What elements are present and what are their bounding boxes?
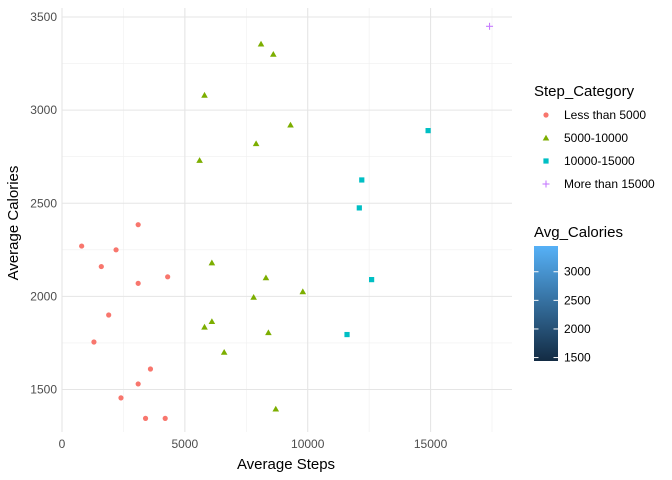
data-point <box>250 294 257 300</box>
avg-calories-legend-title: Avg_Calories <box>534 224 623 241</box>
legend-label: 5000-10000 <box>564 131 628 145</box>
step-category-legend-title: Step_Category <box>534 83 635 100</box>
legend-key <box>543 158 549 164</box>
color-bar-label: 2500 <box>564 293 591 307</box>
legend-key <box>543 112 549 118</box>
data-point <box>220 348 228 355</box>
data-point <box>147 366 154 372</box>
legend-label: 10000-15000 <box>564 154 635 168</box>
y-tick-label: 3500 <box>30 10 57 24</box>
step-category-legend: Step_Category Less than 5000 5000-10000 10… <box>534 83 655 191</box>
data-point <box>425 128 431 134</box>
legend-label: More than 15000 <box>564 177 655 191</box>
data-point <box>486 22 494 30</box>
data-point <box>201 91 208 98</box>
legend-item: 5000-10000 <box>542 131 628 145</box>
data-point <box>118 395 124 401</box>
data-point <box>208 259 216 266</box>
data-point <box>113 247 119 253</box>
data-point <box>165 274 171 280</box>
data-point <box>142 415 149 421</box>
data-point <box>356 205 362 211</box>
data-point <box>265 329 272 336</box>
legend-key <box>542 134 550 141</box>
data-point <box>91 339 97 345</box>
x-tick-label: 5000 <box>172 437 199 451</box>
x-tick-label: 15000 <box>414 437 448 451</box>
data-point <box>272 405 280 412</box>
data-points <box>79 22 494 421</box>
legend-key <box>542 180 550 188</box>
color-bar-label: 2000 <box>564 322 591 336</box>
avg-calories-legend: Avg_Calories 1500 2000 2500 3000 <box>534 224 623 365</box>
data-point <box>369 277 375 283</box>
data-point <box>135 381 141 387</box>
data-point <box>201 323 208 330</box>
y-tick-label: 2000 <box>30 289 57 303</box>
data-point <box>79 243 85 249</box>
legend-item: 10000-15000 <box>543 154 635 168</box>
x-axis-title: Average Steps <box>237 456 335 473</box>
data-point <box>359 177 365 183</box>
data-point <box>344 331 350 338</box>
data-point <box>208 318 216 324</box>
data-point <box>135 222 141 228</box>
data-point <box>106 312 112 318</box>
data-point <box>196 157 203 163</box>
x-tick-labels: 0 5000 10000 15000 <box>59 437 448 451</box>
data-point <box>262 274 270 281</box>
color-bar-label: 1500 <box>564 351 591 365</box>
data-point <box>287 121 294 128</box>
data-point <box>98 263 104 270</box>
data-point <box>299 288 307 295</box>
color-bar-label: 3000 <box>564 265 591 279</box>
y-tick-labels: 1500 2000 2500 3000 3500 <box>30 10 57 397</box>
legend-item: Less than 5000 <box>543 108 646 122</box>
grid-lines <box>61 8 512 432</box>
y-axis-title: Average Calories <box>5 166 22 281</box>
data-point <box>162 415 168 421</box>
data-point <box>135 280 141 286</box>
y-tick-label: 1500 <box>30 383 57 397</box>
y-tick-label: 2500 <box>30 196 57 210</box>
x-tick-label: 0 <box>59 437 66 451</box>
color-bar <box>534 246 558 361</box>
data-point <box>270 50 277 57</box>
legend-label: Less than 5000 <box>564 108 646 122</box>
data-point <box>252 140 260 147</box>
x-tick-label: 10000 <box>291 437 325 451</box>
y-tick-label: 3000 <box>30 103 57 117</box>
legend-item: More than 15000 <box>542 177 655 191</box>
data-point <box>257 40 265 47</box>
